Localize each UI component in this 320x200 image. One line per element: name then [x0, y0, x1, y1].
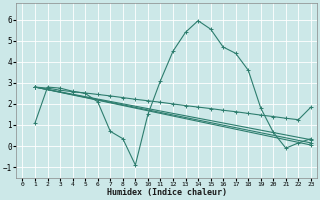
X-axis label: Humidex (Indice chaleur): Humidex (Indice chaleur) [107, 188, 227, 197]
